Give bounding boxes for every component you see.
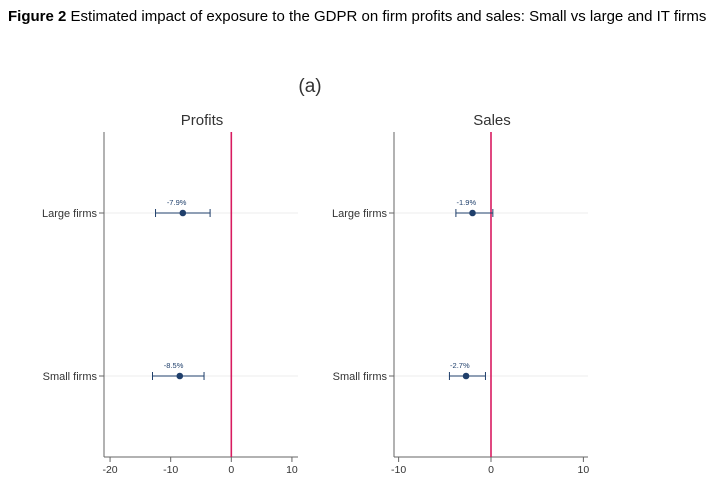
chart0-x-tick-label-3: 10 <box>286 464 298 476</box>
chart-panel-profits: Profits Large firms Small firms -20 -10 0 10 -7… <box>42 112 298 476</box>
chart0-data-label-0: -7.9% <box>167 198 187 207</box>
chart0-point-0 <box>179 209 187 217</box>
chart1-y-tick-label-1: Small firms <box>333 371 388 383</box>
chart1-point-0 <box>469 209 476 217</box>
chart0-data-label-1: -8.5% <box>164 361 184 370</box>
chart1-data-label-1: -2.7% <box>450 361 470 370</box>
chart1-point-1 <box>462 372 470 380</box>
chart1-title: Sales <box>473 112 511 129</box>
chart1-x-tick-label-0: -10 <box>391 464 406 476</box>
figure-caption-text: Estimated impact of exposure to the GDPR… <box>70 8 707 25</box>
chart0-x-tick-label-1: -10 <box>163 464 178 476</box>
chart0-y-tick-label-1: Small firms <box>43 371 98 383</box>
figure-label: Figure 2 <box>8 8 67 25</box>
chart-panel-sales: Sales Large firms Small firms -10 0 10 -1.9% -2… <box>332 112 589 476</box>
chart1-y-tick-label-0: Large firms <box>332 208 388 220</box>
chart0-point-1 <box>176 372 184 380</box>
chart1-data-label-0: -1.9% <box>457 198 477 207</box>
chart1-x-tick-label-1: 0 <box>488 464 494 476</box>
chart0-x-tick-label-2: 0 <box>228 464 234 476</box>
panel-label: (a) <box>298 76 321 97</box>
chart1-x-tick-label-2: 10 <box>578 464 590 476</box>
chart0-y-tick-label-0: Large firms <box>42 208 98 220</box>
chart0-title: Profits <box>181 112 224 129</box>
chart0-x-tick-label-0: -20 <box>102 464 117 476</box>
figure-caption: Figure 2 Estimated impact of exposure to… <box>8 7 720 27</box>
